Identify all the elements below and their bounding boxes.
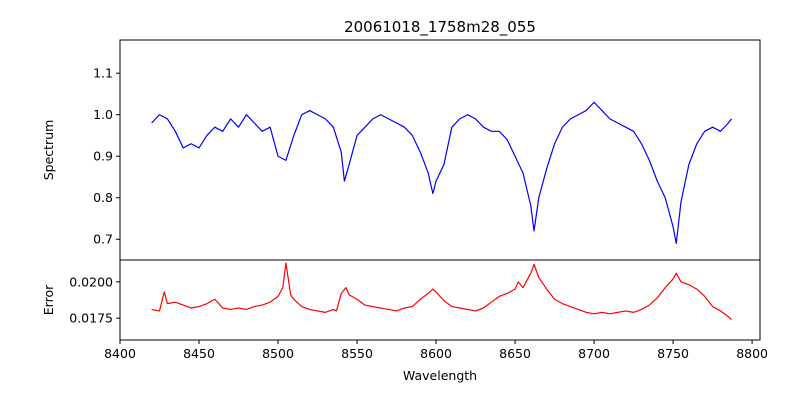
- error-y-tick-label: 0.0175: [69, 311, 113, 326]
- error-y-tick-label: 0.0200: [69, 274, 113, 289]
- spectrum-y-tick-label: 0.7: [93, 232, 113, 247]
- spectrum-y-tick-label: 1.0: [93, 107, 113, 122]
- chart-title: 20061018_1758m28_055: [344, 18, 536, 37]
- x-tick-label: 8650: [499, 346, 531, 361]
- error-series-group: [151, 262, 732, 321]
- x-axis-label: Wavelength: [403, 368, 477, 383]
- spectrum-y-tick-label: 0.9: [93, 149, 113, 164]
- wavelength-x-ticks: 8400 8450 8500 8550 8600 8650 8700 8750 8800: [104, 340, 768, 361]
- spectrum-y-tick-label: 0.8: [93, 190, 113, 205]
- spectrum-y-axis-label: Spectrum: [41, 120, 56, 181]
- x-tick-label: 8550: [341, 346, 373, 361]
- spectrum-line-0: [151, 101, 733, 244]
- x-tick-label: 8750: [657, 346, 689, 361]
- spectrum-y-tick-label: 1.1: [93, 66, 113, 81]
- x-tick-label: 8500: [262, 346, 294, 361]
- x-tick-label: 8700: [578, 346, 610, 361]
- error-line-0: [151, 262, 732, 321]
- error-plot-area: [119, 259, 761, 341]
- spectrum-y-ticks: 0.7 0.8 0.9 1.0 1.1: [93, 66, 120, 247]
- error-panel: 0.0175 0.0200 8400 8450 8500 8550 8600 8650 870…: [41, 259, 768, 383]
- x-tick-label: 8450: [183, 346, 215, 361]
- x-tick-label: 8400: [104, 346, 136, 361]
- x-tick-label: 8800: [736, 346, 768, 361]
- x-tick-label: 8600: [420, 346, 452, 361]
- error-y-axis-label: Error: [41, 284, 56, 315]
- spectrum-series-group: [151, 101, 733, 244]
- error-y-ticks: 0.0175 0.0200: [69, 274, 120, 326]
